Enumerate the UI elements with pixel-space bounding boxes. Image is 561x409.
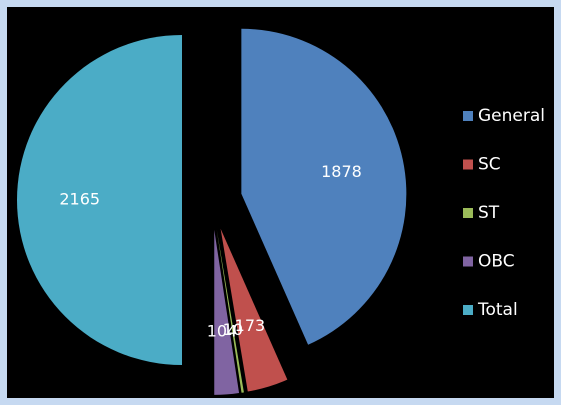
pie-slice — [216, 229, 244, 393]
legend-swatch — [463, 256, 473, 267]
legend-label: ST — [478, 203, 500, 223]
data-label: 10 — [223, 320, 243, 339]
pie — [17, 28, 407, 395]
legend-swatch — [463, 111, 473, 121]
legend-swatch — [463, 305, 473, 315]
pie-slice — [220, 228, 288, 392]
pie-slice — [214, 229, 240, 395]
legend-label: General — [478, 106, 545, 126]
legend-swatch — [463, 208, 473, 218]
legend-swatch — [463, 159, 473, 170]
data-label: 173 — [235, 316, 266, 335]
legend-label: Total — [477, 300, 518, 320]
legend-label: SC — [478, 155, 501, 175]
data-label: 1878 — [321, 162, 362, 181]
pie-slice — [17, 35, 182, 365]
data-label: 104 — [207, 321, 238, 340]
pie-slice — [241, 28, 407, 345]
legend: General SC ST OBC Total — [463, 106, 545, 320]
legend-label: OBC — [478, 252, 515, 272]
data-label: 2165 — [59, 190, 100, 209]
